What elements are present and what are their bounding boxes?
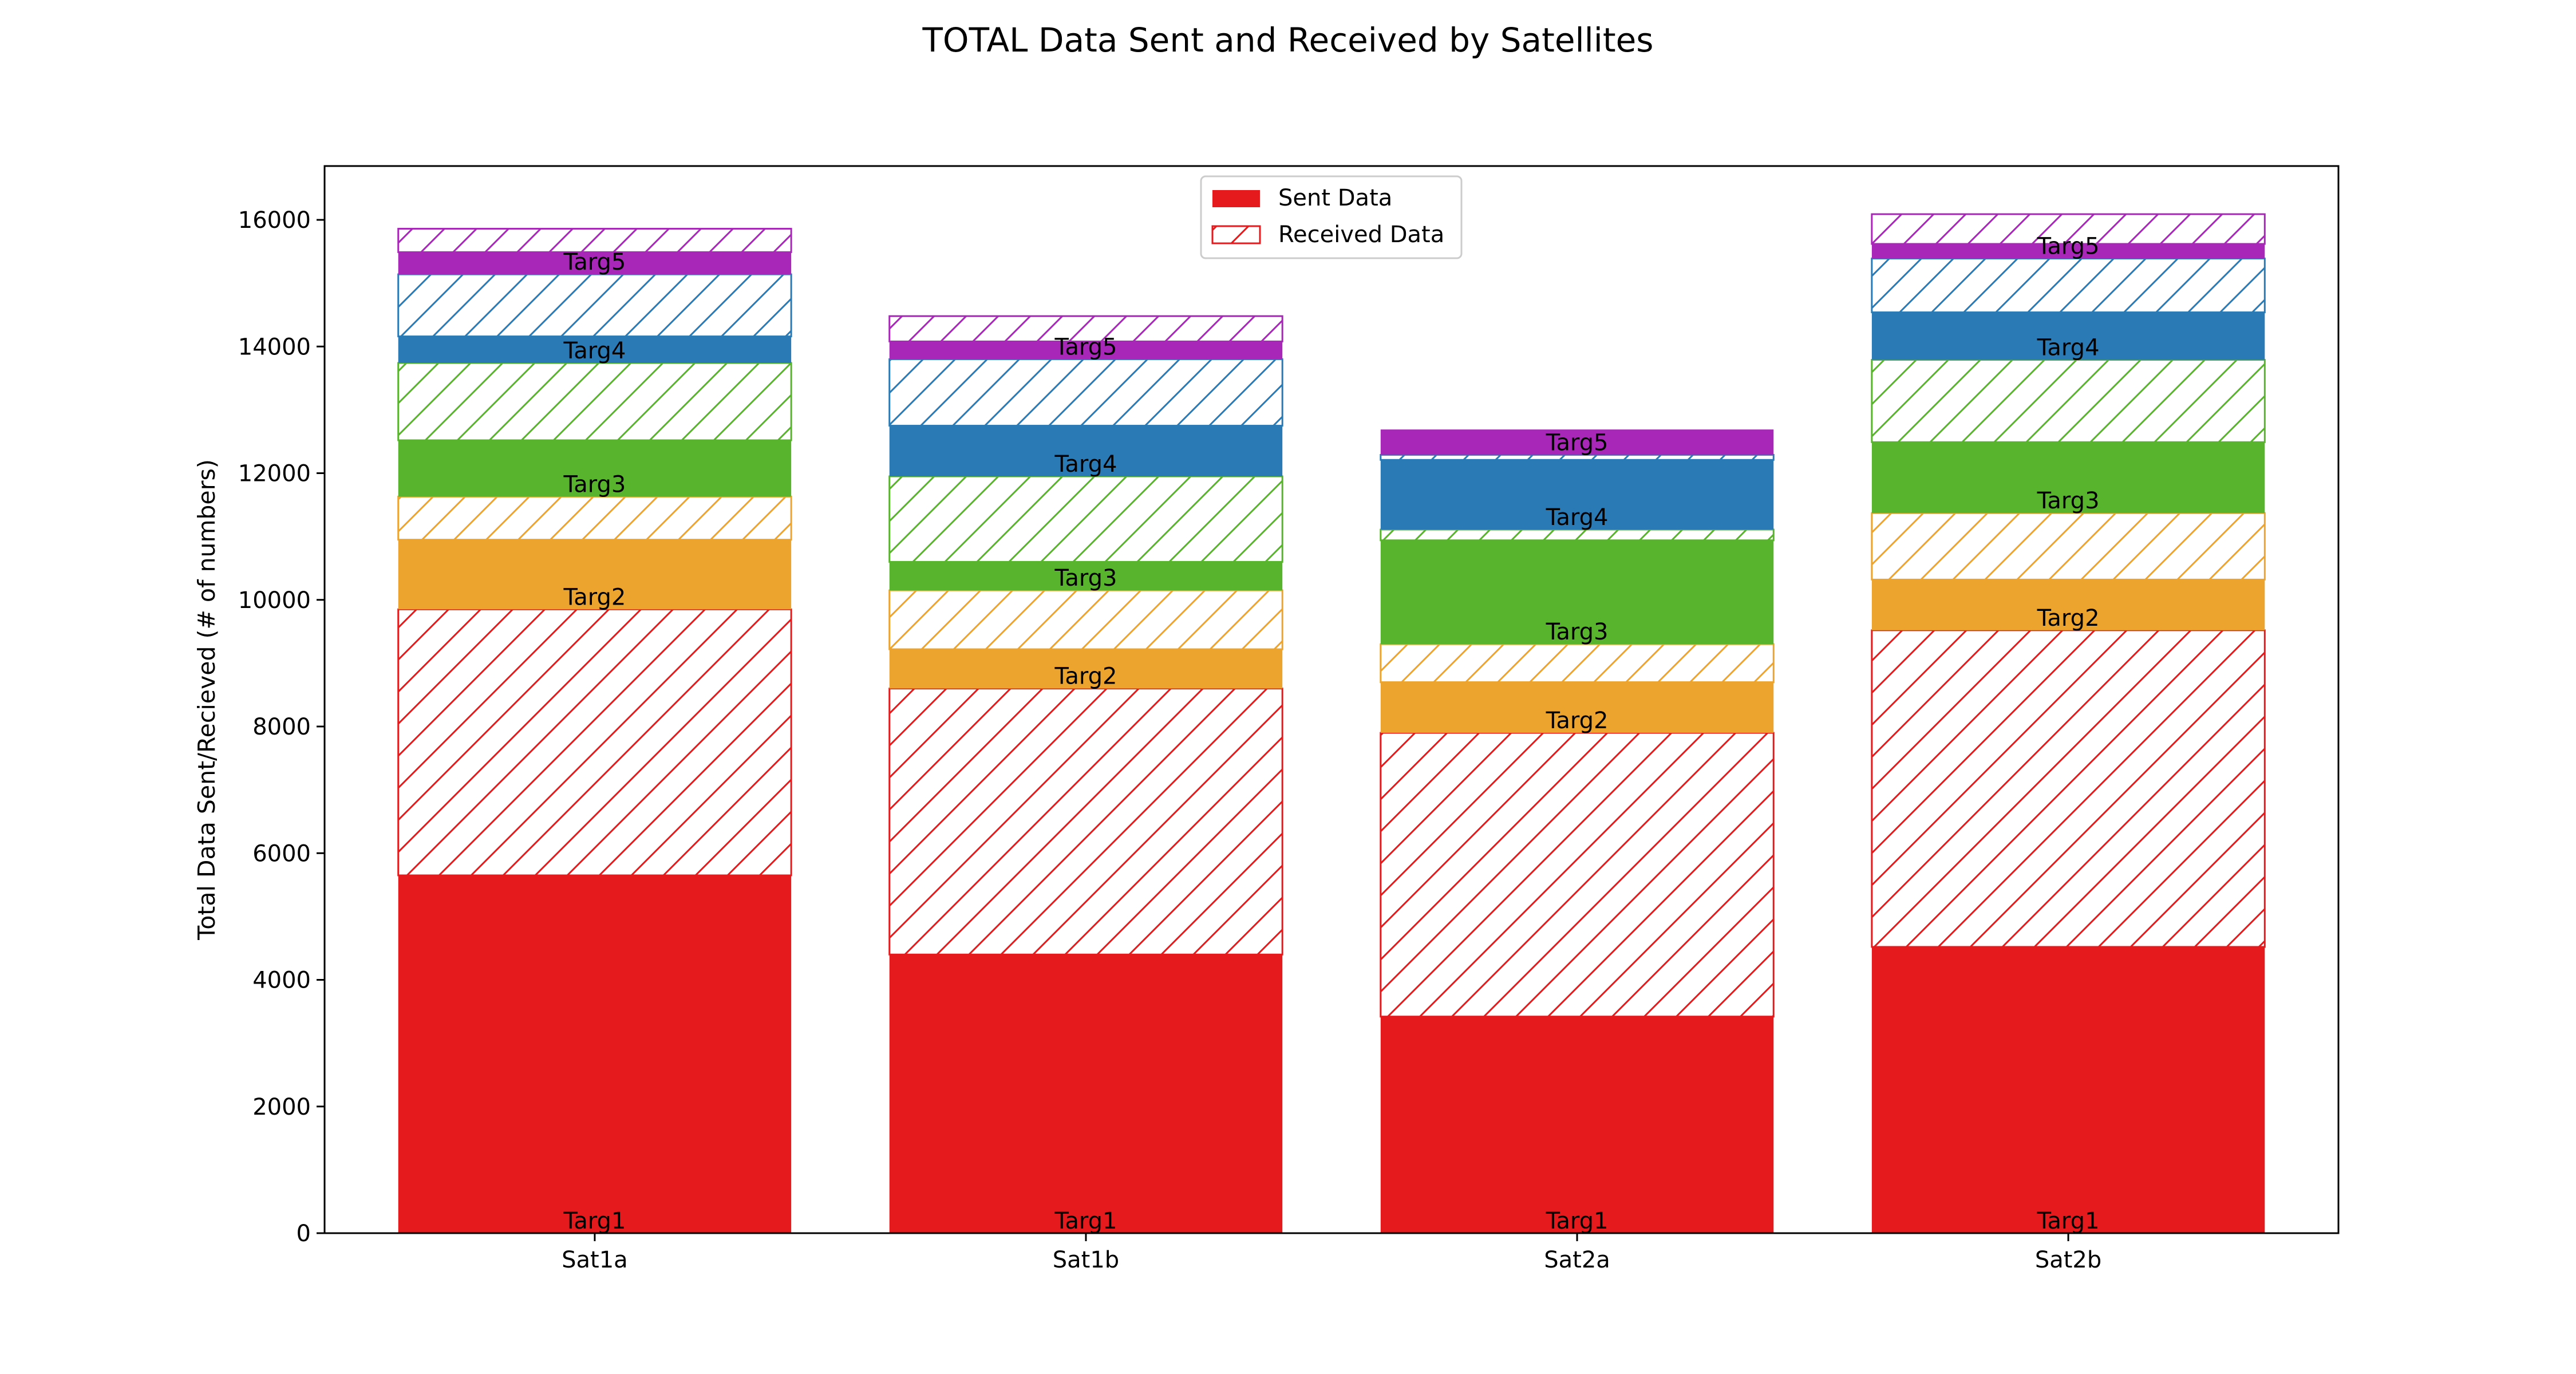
bar-label-sat1b-targ5: Targ5 (1054, 334, 1117, 360)
legend: Sent Data Received Data (1200, 175, 1463, 259)
bar-labels-layer: Targ1 Targ2 Targ3 Targ4 Targ5 Targ1 Targ2 Targ3… (563, 234, 2099, 1234)
y-tick-label: 0 (297, 1221, 311, 1247)
x-tick-label-sat2b: Sat2b (2035, 1247, 2101, 1273)
bar-sat2b-targ3-sent (1871, 442, 2265, 514)
x-tick-label-sat1a: Sat1a (562, 1247, 628, 1273)
bar-label-sat1a-targ3: Targ3 (563, 471, 626, 498)
bar-sat1b-targ1-sent (889, 954, 1283, 1233)
bar-sat2b-targ2-sent (1871, 579, 2265, 630)
bar-sat2b-targ5-sent (1871, 244, 2265, 259)
y-axis-label: Total Data Sent/Recieved (# of numbers) (193, 459, 220, 941)
bar-label-sat1a-targ2: Targ2 (563, 584, 626, 610)
y-tick-label: 14000 (238, 334, 311, 360)
bar-sat1a-targ3-sent (398, 440, 792, 497)
bar-sat1b-targ3-received (888, 475, 1283, 563)
bar-sat2b-targ1-received (1871, 629, 2266, 948)
bar-label-sat2b-targ4: Targ4 (2037, 335, 2100, 361)
plot-frame (323, 165, 2340, 1234)
y-tick-label: 2000 (252, 1094, 311, 1120)
bar-label-sat2a-targ1: Targ1 (1546, 1208, 1609, 1234)
bar-sat1a-targ3-received (397, 362, 792, 441)
bar-sat2a-targ1-received (1380, 732, 1775, 1018)
legend-swatch-sent (1212, 190, 1260, 207)
x-tick-label-sat2a: Sat2a (1544, 1247, 1610, 1273)
bar-sat2b-targ3-received (1871, 359, 2266, 443)
bar-sat2b-targ4-received (1871, 258, 2266, 314)
bar-sat1b-targ5-received (888, 315, 1283, 342)
bar-sat1b-targ3-sent (889, 562, 1283, 591)
y-tick-label: 12000 (238, 461, 311, 487)
legend-swatch-received (1211, 225, 1261, 244)
y-axis: 0 2000 4000 6000 8000 10000 12000 14000 16000 (238, 207, 325, 1247)
bar-label-sat2b-targ2: Targ2 (2037, 605, 2100, 631)
bar-label-sat1a-targ1: Targ1 (563, 1208, 626, 1234)
x-tick-label-sat1b: Sat1b (1053, 1247, 1119, 1273)
bar-label-sat1a-targ4: Targ4 (563, 338, 626, 364)
bar-sat2a-targ5-sent (1380, 429, 1774, 455)
bar-sat2a-targ4-sent (1380, 460, 1774, 530)
bar-sat2a-targ1-sent (1380, 1016, 1774, 1233)
bar-sat2b-targ5-received (1871, 213, 2266, 245)
bar-label-sat1b-targ1: Targ1 (1054, 1208, 1117, 1234)
bar-sat1b-targ2-sent (889, 649, 1283, 689)
bar-label-sat2a-targ2: Targ2 (1546, 708, 1609, 734)
bar-label-sat2a-targ4: Targ4 (1546, 504, 1609, 531)
chart-title: TOTAL Data Sent and Received by Satellit… (922, 21, 1653, 60)
bar-sat2a-targ3-sent (1380, 540, 1774, 645)
bar-label-sat2a-targ5: Targ5 (1546, 429, 1609, 456)
bar-sat1a-targ5-received (397, 228, 792, 253)
bar-sat2b-targ1-sent (1871, 946, 2265, 1233)
y-tick-label: 16000 (238, 207, 311, 234)
bar-sat2a-targ2-received (1380, 643, 1775, 684)
bar-sat1a-targ2-sent (398, 539, 792, 610)
bar-label-sat2a-targ3: Targ3 (1546, 619, 1609, 645)
bar-label-sat1a-targ5: Targ5 (563, 249, 626, 275)
y-tick-label: 6000 (252, 840, 311, 867)
bar-label-sat2b-targ3: Targ3 (2037, 488, 2100, 514)
bar-sat1a-targ4-sent (398, 336, 792, 364)
x-axis: Sat1a Sat1b Sat2a Sat2b (562, 1233, 2101, 1273)
bar-label-sat1b-targ4: Targ4 (1054, 451, 1117, 477)
bar-sat1b-targ4-sent (889, 425, 1283, 477)
bar-sat1a-targ1-sent (398, 875, 792, 1233)
legend-frame (1200, 175, 1463, 259)
bar-sat2b-targ4-sent (1871, 312, 2265, 360)
bar-sat1b-targ1-received (888, 688, 1283, 956)
y-tick-label: 4000 (252, 968, 311, 994)
legend-label-sent: Sent Data (1278, 185, 1392, 211)
bar-sat1a-targ4-received (397, 273, 792, 338)
bar-label-sat1b-targ3: Targ3 (1054, 565, 1117, 591)
bar-label-sat1b-targ2: Targ2 (1054, 664, 1117, 690)
bar-sat1b-targ4-received (888, 358, 1283, 427)
bar-sat2a-targ3-received (1380, 528, 1775, 542)
bar-sat1a-targ1-received (397, 608, 792, 876)
bar-sat1a-targ2-received (397, 495, 792, 541)
bar-label-sat2b-targ5: Targ5 (2037, 234, 2100, 260)
y-tick-label: 10000 (238, 587, 311, 614)
y-tick-label: 8000 (252, 714, 311, 740)
legend-label-received: Received Data (1278, 222, 1444, 248)
bars-layer (397, 213, 2266, 1233)
bar-sat1b-targ2-received (888, 589, 1283, 650)
bar-sat2a-targ2-sent (1380, 682, 1774, 733)
bar-sat1b-targ5-sent (889, 341, 1283, 360)
bar-sat2b-targ2-received (1871, 512, 2266, 581)
bar-label-sat2b-targ1: Targ1 (2037, 1208, 2100, 1234)
bar-sat1a-targ5-sent (398, 252, 792, 275)
